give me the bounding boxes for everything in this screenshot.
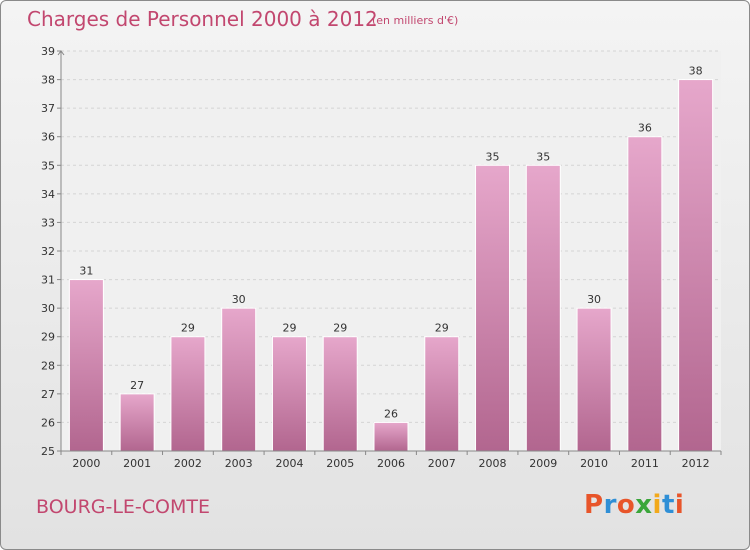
logo-letter: i [674,490,685,520]
bar-value-label: 29 [282,322,296,335]
y-tick-label: 37 [41,102,55,115]
logo-letter: i [652,490,662,520]
x-tick-label: 2010 [580,457,608,470]
bar [424,336,460,452]
commune-name: BOURG-LE-COMTE [36,496,211,518]
bar [678,79,714,452]
x-tick-label: 2003 [225,457,253,470]
bar [627,136,663,452]
bars: 31 27 29 30 29 29 26 29 35 35 30 36 38 [68,65,714,452]
bar-value-label: 36 [638,122,652,135]
bar-value-label: 31 [79,265,93,278]
logo-letter: P [584,490,604,520]
y-tick-label: 25 [41,445,55,458]
y-tick-label: 31 [41,274,55,287]
bar-value-label: 29 [181,322,195,335]
x-tick-label: 2007 [428,457,456,470]
y-axis-arrow [57,50,65,56]
chart-title: Charges de Personnel 2000 à 2012 [27,7,378,31]
y-tick-label: 27 [41,388,55,401]
bar-value-label: 38 [689,65,703,78]
y-tick-label: 39 [41,45,55,58]
bar-value-label: 35 [536,150,550,163]
bar [271,336,307,452]
bar-value-label: 29 [333,322,347,335]
bar-value-label: 30 [232,293,246,306]
bar [475,164,511,452]
x-tick-label: 2000 [72,457,100,470]
proxiti-logo[interactable]: Proxiti [584,490,684,520]
y-tick-label: 33 [41,216,55,229]
logo-letter: o [616,490,636,520]
y-tick-label: 29 [41,331,55,344]
logo-letter: x [635,490,653,520]
x-tick-label: 2005 [326,457,354,470]
bar [322,336,358,452]
y-tick-label: 35 [41,159,55,172]
y-tick-label: 38 [41,74,55,87]
logo-letter: t [661,490,675,520]
bar [576,307,612,452]
bar-value-label: 30 [587,293,601,306]
x-tick-label: 2009 [529,457,557,470]
x-tick-label: 2004 [275,457,303,470]
bar [373,421,409,452]
y-tick-label: 34 [41,188,55,201]
y-tick-label: 28 [41,359,55,372]
bar [170,336,206,452]
y-tick-label: 30 [41,302,55,315]
logo-letter: r [603,490,617,520]
bar-value-label: 27 [130,379,144,392]
chart-subtitle: (en milliers d'€) [372,14,459,27]
bar [525,164,561,452]
y-tick-label: 32 [41,245,55,258]
x-tick-label: 2002 [174,457,202,470]
y-tick-label: 36 [41,131,55,144]
x-axis: 2000 2001 2002 2003 2004 2005 2006 2007 2008 2009… [60,450,722,470]
y-tick-label: 26 [41,416,55,429]
bar-value-label: 26 [384,407,398,420]
bar-value-label: 29 [435,322,449,335]
bar [68,279,104,452]
x-tick-label: 2006 [377,457,405,470]
bar [119,393,155,452]
x-tick-label: 2008 [479,457,507,470]
x-tick-label: 2011 [631,457,659,470]
y-axis: 25 26 27 28 29 30 31 32 33 34 35 36 37 38 39 [41,45,65,458]
x-tick-label: 2001 [123,457,151,470]
bar-value-label: 35 [486,150,500,163]
x-tick-label: 2012 [682,457,710,470]
bar [221,307,257,452]
